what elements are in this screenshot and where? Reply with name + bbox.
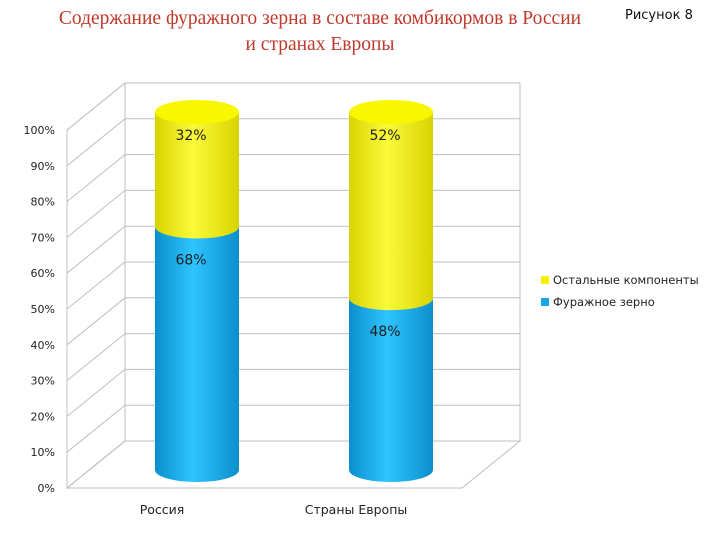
y-tick-label: 60% — [31, 267, 55, 280]
legend-label: Остальные компоненты — [553, 273, 699, 287]
y-tick-label: 10% — [31, 446, 55, 459]
bar-body — [155, 112, 239, 239]
chart-walls — [65, 81, 522, 490]
bar-body — [349, 298, 433, 482]
gridline — [66, 404, 520, 453]
chart-legend: Остальные компоненты Фуражное зерно — [541, 273, 699, 309]
data-label: 32% — [175, 128, 206, 144]
chart-title-line1: Содержание фуражного зерна в составе ком… — [58, 8, 582, 29]
y-tick-label: 70% — [31, 231, 55, 244]
data-label: 68% — [175, 253, 206, 269]
y-tick-label: 40% — [31, 339, 55, 352]
figure-label: Рисунок 8 — [625, 8, 693, 23]
gridline — [66, 333, 520, 381]
chart-title: Содержание фуражного зерна в составе ком… — [20, 6, 620, 58]
gridline — [66, 225, 520, 274]
y-tick-label: 80% — [31, 196, 55, 209]
data-label: 52% — [369, 128, 400, 144]
gridline — [66, 368, 520, 417]
y-tick-label: 50% — [31, 303, 55, 316]
gridline — [66, 297, 520, 346]
legend-swatch — [541, 298, 549, 306]
chart-bars: 68% 32% 48% 52% — [155, 100, 433, 482]
y-tick-label: 90% — [31, 160, 55, 173]
chart-gridlines — [66, 82, 520, 489]
data-label: 48% — [369, 324, 400, 340]
bar-fodder-0: 68% — [155, 214, 239, 482]
gridline — [66, 82, 520, 131]
category-label: Страны Европы — [305, 502, 408, 517]
chart-floor — [65, 440, 522, 489]
gridline — [66, 261, 520, 310]
y-tick-label: 20% — [31, 410, 55, 423]
y-tick-label: 30% — [31, 375, 55, 388]
y-tick-label: 0% — [38, 482, 55, 495]
gridline — [66, 154, 520, 202]
bar-fodder-1: 48% — [349, 286, 433, 482]
bar-other-0: 32% — [155, 100, 239, 239]
bar-top — [155, 100, 239, 124]
chart-title-line2: и странах Европы — [245, 34, 395, 55]
x-axis-categories: Россия Страны Европы — [140, 502, 408, 517]
bar-body — [155, 226, 239, 482]
y-tick-label: 100% — [24, 124, 55, 137]
gridline — [66, 440, 520, 489]
bar-other-1: 52% — [349, 100, 433, 311]
bar-body — [349, 112, 433, 311]
gridline — [66, 118, 520, 167]
gridline — [66, 189, 520, 238]
category-label: Россия — [140, 502, 185, 517]
legend-label: Фуражное зерно — [553, 295, 655, 309]
y-axis-ticks: 0% 10% 20% 30% 40% 50% 60% 70% 80% 90% 100% — [24, 124, 55, 495]
legend-swatch — [541, 276, 549, 284]
bar-top — [349, 100, 433, 124]
